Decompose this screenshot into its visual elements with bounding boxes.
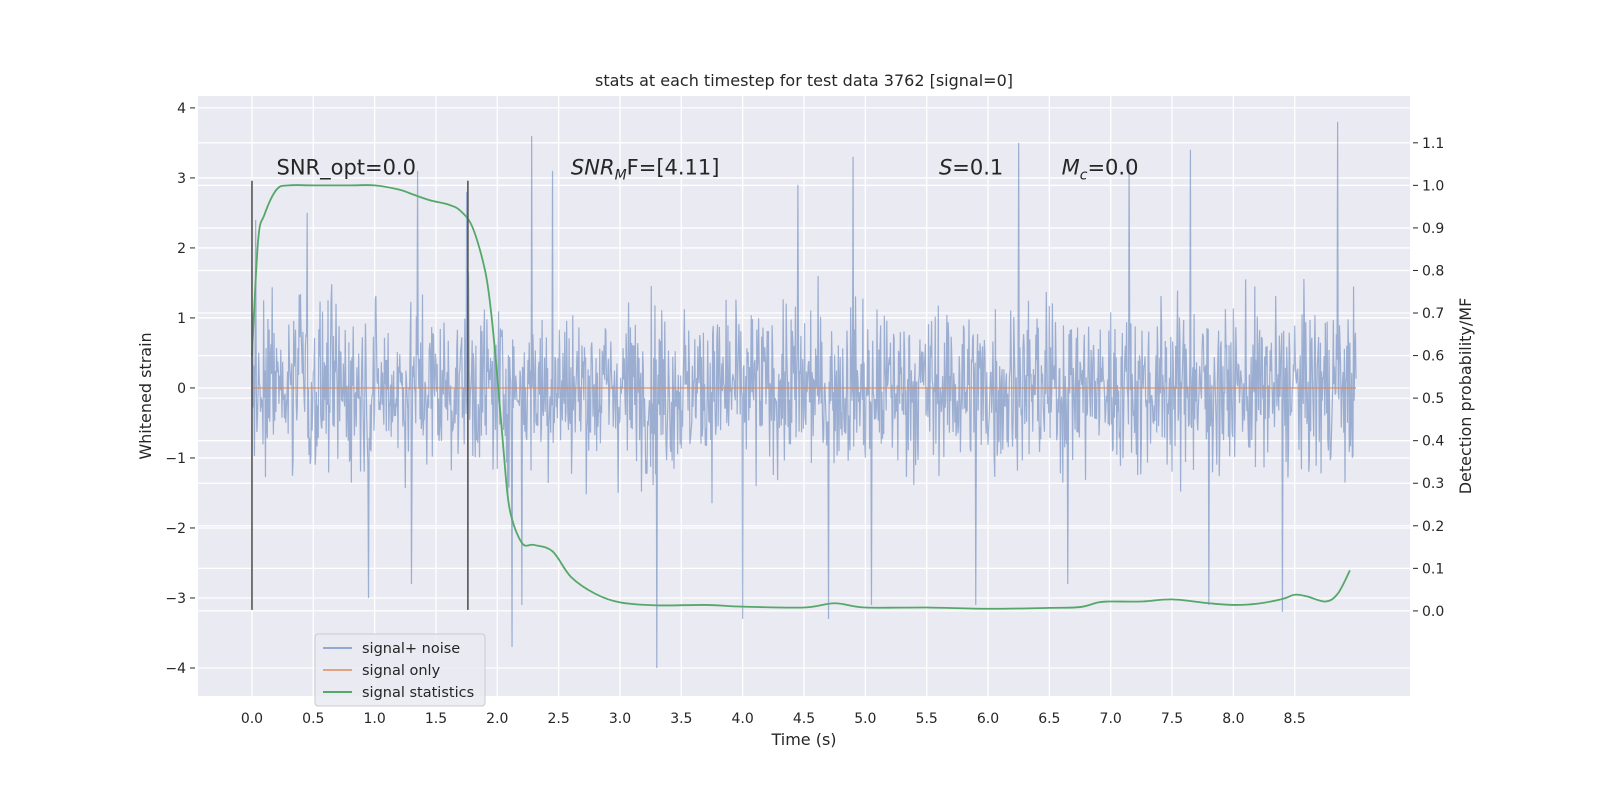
x-tick-label: 1.0 — [364, 711, 386, 727]
stat-annotation: SNR_opt=0.0 — [277, 155, 417, 180]
y-right-tick-label: 0.3 — [1422, 476, 1444, 492]
x-tick-label: 6.0 — [977, 711, 999, 727]
tick-labels: 0.0 0.5 1.0 1.5 2.0 2.5 3.0 3.5 4.0 4.5 5.0 5.5 6.0 6… — [165, 101, 1444, 727]
x-tick-label: 5.0 — [854, 711, 876, 727]
y-right-tick-label: 0.6 — [1422, 349, 1444, 365]
y-right-tick-label: 0.4 — [1422, 434, 1444, 450]
x-tick-label: 5.5 — [916, 711, 938, 727]
vertical-markers — [251, 180, 469, 610]
y-right-tick-label: 0.1 — [1422, 561, 1444, 577]
y-right-tick-label: 1.1 — [1422, 136, 1444, 152]
y-tick-label: −4 — [165, 661, 186, 677]
annotation-value: =0.0 — [1087, 155, 1138, 179]
annotation-value: F=[4.11] — [627, 155, 720, 179]
annotation-subscript: c — [1080, 167, 1088, 183]
y-right-tick-label: 0.2 — [1422, 519, 1444, 535]
data-layer — [251, 121, 1357, 669]
y-right-tick-label: 0.8 — [1422, 263, 1444, 279]
annotations: SNR_opt=0.0 SNRMF=[4.11] S=0.1 Mc=0.0 — [277, 155, 1139, 183]
y-right-tick-label: 0.7 — [1422, 306, 1444, 322]
y-right-tick-label: 1.0 — [1422, 178, 1444, 194]
legend-box — [314, 633, 486, 707]
x-tick-label: 1.5 — [425, 711, 447, 727]
x-tick-label: 7.5 — [1161, 711, 1183, 727]
x-tick-label: 4.5 — [793, 711, 815, 727]
x-tick-label: 0.0 — [241, 711, 263, 727]
annotation-value: =0.1 — [952, 155, 1003, 179]
x-tick-label: 2.0 — [486, 711, 508, 727]
y-tick-label: −3 — [165, 591, 186, 607]
y-tick-label: 0 — [177, 381, 186, 397]
x-tick-label: 2.5 — [548, 711, 570, 727]
annotation-italic: SNR — [571, 155, 615, 179]
legend-label: signal statistics — [362, 685, 474, 701]
y-tick-label: −2 — [165, 521, 186, 537]
legend-label: signal+ noise — [362, 641, 460, 657]
annotation-value: SNR_opt=0.0 — [277, 155, 417, 180]
annotation-subscript: M — [615, 167, 627, 183]
annotation-italic: S — [939, 155, 952, 179]
series-signal-noise — [251, 121, 1357, 669]
series-signal-statistics — [251, 184, 1351, 610]
x-tick-label: 4.0 — [732, 711, 754, 727]
y-right-tick-label: 0.5 — [1422, 391, 1444, 407]
y-right-tick-label: 0.0 — [1422, 604, 1444, 620]
y-tick-label: 4 — [177, 101, 186, 117]
x-tick-label: 0.5 — [302, 711, 324, 727]
y-right-tick-label: 0.9 — [1422, 221, 1444, 237]
x-axis-label: Time (s) — [770, 730, 836, 749]
stat-annotation: SNRMF=[4.11] — [571, 155, 720, 183]
x-tick-label: 3.0 — [609, 711, 631, 727]
legend: signal+ noise signal only signal statistic… — [314, 633, 486, 707]
y-tick-label: −1 — [165, 451, 186, 467]
annotation-italic: M — [1062, 155, 1080, 179]
y-tick-label: 2 — [177, 241, 186, 257]
x-tick-label: 8.0 — [1222, 711, 1244, 727]
chart-title: stats at each timestep for test data 376… — [595, 71, 1013, 90]
y-tick-label: 3 — [177, 171, 186, 187]
x-tick-label: 6.5 — [1038, 711, 1060, 727]
x-tick-label: 3.5 — [670, 711, 692, 727]
stat-annotation: S=0.1 — [939, 155, 1003, 179]
y-axis-label: Whitened strain — [136, 332, 155, 459]
legend-label: signal only — [362, 663, 441, 679]
y-tick-label: 1 — [177, 311, 186, 327]
stat-annotation: Mc=0.0 — [1062, 155, 1139, 183]
x-tick-label: 7.0 — [1100, 711, 1122, 727]
y-right-axis-label: Detection probability/MF — [1456, 298, 1475, 495]
x-tick-label: 8.5 — [1284, 711, 1306, 727]
